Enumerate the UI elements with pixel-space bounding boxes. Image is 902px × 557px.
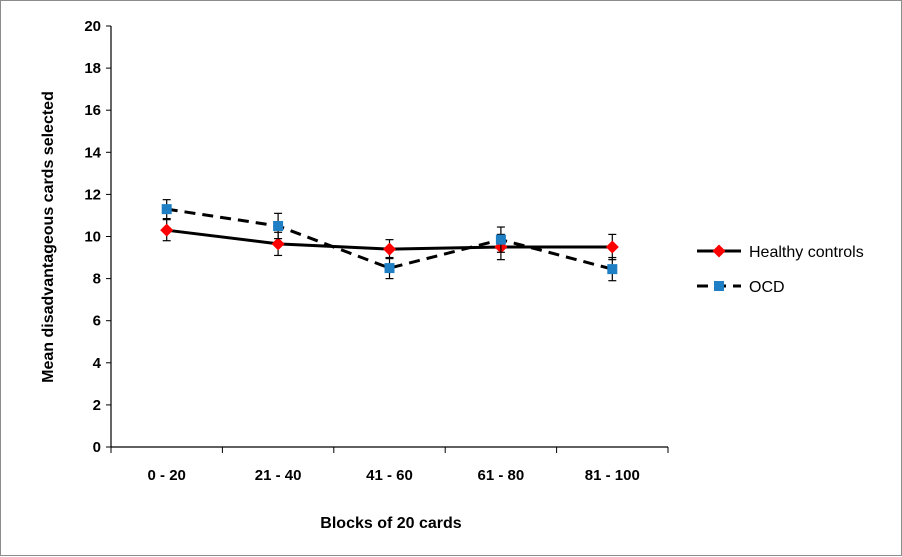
x-tick-label: 0 - 20	[148, 467, 186, 484]
data-point	[495, 234, 506, 245]
data-point	[607, 264, 618, 275]
y-tick-label: 16	[84, 102, 101, 119]
legend-item: OCD	[697, 279, 785, 296]
legend: Healthy controls OCD	[697, 244, 864, 296]
data-point	[273, 220, 284, 231]
series-1	[161, 199, 618, 282]
y-tick-label: 0	[93, 439, 101, 456]
series-line	[166, 207, 613, 271]
y-tick-label: 8	[93, 271, 101, 288]
y-tick-label: 18	[84, 60, 101, 77]
legend-item: Healthy controls	[697, 244, 864, 261]
data-point	[383, 242, 396, 256]
x-tick-label: 61 - 80	[478, 467, 525, 484]
data-point	[271, 237, 285, 251]
data-point	[160, 223, 174, 237]
legend-marker	[714, 281, 724, 291]
x-axis-title: Blocks of 20 cards	[320, 515, 462, 532]
data-point	[605, 240, 619, 254]
data-point	[161, 204, 172, 215]
y-tick-label: 10	[84, 229, 101, 246]
y-tick-label: 4	[93, 355, 102, 372]
legend-marker	[712, 244, 726, 258]
y-axis-title: Mean disadvantageous cards selected	[40, 91, 57, 383]
y-tick-label: 12	[84, 186, 101, 203]
y-tick-label: 6	[93, 313, 101, 330]
y-tick-label: 20	[84, 18, 101, 35]
y-tick-label: 2	[93, 397, 101, 414]
series-layer	[160, 199, 619, 282]
data-point	[384, 263, 395, 274]
x-tick-label: 41 - 60	[366, 467, 413, 484]
y-axis-ticks: 0 2 4 6 8 10 12 14 16 18 20	[84, 18, 111, 456]
x-tick-label: 81 - 100	[585, 467, 640, 484]
x-tick-label: 21 - 40	[255, 467, 302, 484]
legend-label: Healthy controls	[749, 244, 864, 261]
y-tick-label: 14	[84, 144, 101, 161]
legend-label: OCD	[749, 279, 785, 296]
x-axis-ticks: 0 - 20 21 - 40 41 - 60 61 - 80 81 - 100	[110, 447, 669, 484]
